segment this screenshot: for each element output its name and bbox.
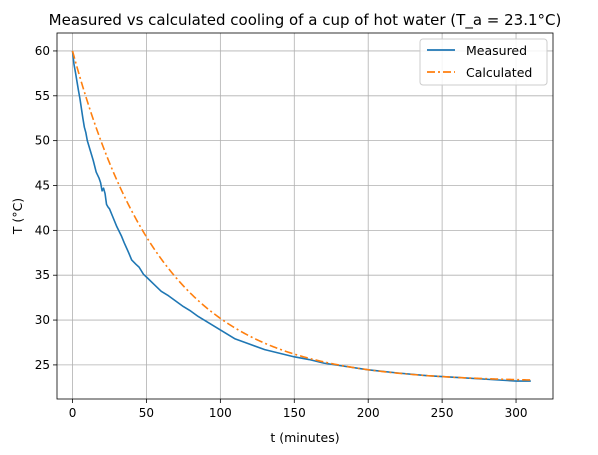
plot-frame [56, 32, 554, 400]
x-tick-label: 150 [283, 406, 306, 420]
x-axis-label: t (minutes) [270, 430, 339, 445]
y-tick-label: 55 [35, 89, 50, 103]
grid-lines [57, 33, 553, 399]
y-tick-label: 45 [35, 179, 50, 193]
legend: Measured Calculated [419, 38, 548, 86]
chart-title: Measured vs calculated cooling of a cup … [49, 11, 562, 30]
legend-label-measured: Measured [466, 43, 527, 58]
y-tick-label: 50 [35, 134, 50, 148]
x-tick-label: 200 [357, 406, 380, 420]
series-layer [71, 50, 531, 382]
y-tick-label: 60 [35, 44, 50, 58]
x-tick-label: 300 [505, 406, 528, 420]
x-tick-label: 100 [209, 406, 232, 420]
y-tick-label: 25 [35, 358, 50, 372]
x-tick-label: 50 [139, 406, 154, 420]
legend-label-calculated: Calculated [466, 65, 532, 80]
series-line-measured [71, 50, 531, 382]
y-tick-label: 40 [35, 223, 50, 237]
series-line-calculated [71, 50, 531, 381]
x-tick-label: 250 [431, 406, 454, 420]
y-tick-label: 35 [35, 268, 50, 282]
y-tick-label: 30 [35, 313, 50, 327]
x-tick-label: 0 [69, 406, 77, 420]
y-axis-label: T (°C) [10, 198, 25, 235]
axis-ticks: 0 50 100 150 200 250 300 25 30 35 40 45 50 55 60 [35, 44, 528, 420]
